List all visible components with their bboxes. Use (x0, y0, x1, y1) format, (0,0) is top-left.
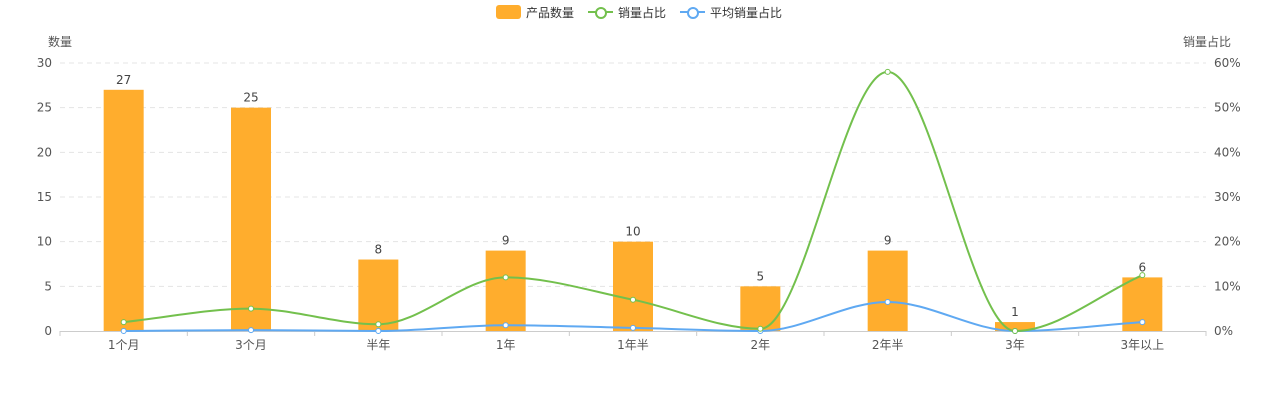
series-point-avg-sales-share (630, 324, 636, 331)
series-point-avg-sales-share (1139, 319, 1146, 326)
series-line-sales-share (123, 70, 1143, 333)
bar-value-label: 6 (1139, 260, 1147, 274)
bar-value-label: 27 (116, 73, 131, 87)
x-tick-label: 半年 (366, 338, 390, 352)
series-point-sales-share (248, 305, 254, 312)
bar-value-label: 10 (625, 225, 640, 239)
legend-item-sales-share[interactable]: 销量占比 (587, 4, 666, 21)
legend-item-product-count[interactable]: 产品数量 (495, 4, 574, 21)
series-point-sales-share (1139, 272, 1146, 279)
bar-value-label: 1 (1011, 305, 1019, 319)
legend-label-product-count: 产品数量 (525, 5, 574, 20)
series-point-sales-share (375, 321, 382, 328)
series-point-sales-share (502, 274, 509, 281)
chart-legend: 产品数量 销量占比 平均销量占比 (0, 3, 1278, 21)
bar-value-label: 5 (757, 269, 765, 283)
legend-swatch-product-count (495, 5, 521, 19)
series-point-avg-sales-share (375, 328, 382, 334)
legend-label-sales-share: 销量占比 (617, 5, 666, 20)
y-left-tick-label: 0 (44, 324, 52, 338)
bar (103, 89, 144, 331)
series-point-sales-share (1012, 328, 1018, 334)
series-point-sales-share (120, 319, 127, 326)
bar-value-label: 8 (375, 243, 383, 257)
y-left-axis-title: 数量 (48, 34, 72, 49)
y-left-tick-label: 15 (37, 190, 52, 204)
series-point-avg-sales-share (120, 328, 127, 334)
y-left-tick-label: 25 (37, 101, 52, 115)
series-point-sales-share (757, 325, 764, 332)
x-tick-label: 1个月 (108, 338, 140, 352)
legend-label-avg-sales-share: 平均销量占比 (710, 5, 783, 20)
y-right-tick-label: 20% (1214, 235, 1241, 249)
x-tick-label: 3年 (1005, 338, 1025, 352)
legend-swatch-sales-share (587, 5, 613, 19)
bar-value-label: 9 (884, 234, 892, 248)
bar (613, 241, 653, 331)
legend-swatch-avg-sales-share (680, 5, 705, 19)
y-right-tick-label: 60% (1214, 56, 1241, 70)
y-right-tick-label: 0% (1214, 324, 1233, 338)
series-point-avg-sales-share (502, 322, 509, 329)
y-right-tick-label: 40% (1214, 145, 1241, 159)
series-point-sales-share (884, 68, 891, 75)
bar-value-label: 25 (243, 91, 258, 105)
bar (740, 286, 781, 331)
y-left-tick-label: 30 (37, 56, 52, 70)
x-tick-label: 3年以上 (1121, 338, 1165, 352)
x-tick-label: 1年 (496, 338, 516, 352)
y-right-axis-title: 销量占比 (1183, 34, 1231, 49)
x-tick-label: 2年 (751, 338, 771, 352)
series-point-avg-sales-share (248, 327, 254, 334)
y-left-tick-label: 10 (37, 235, 52, 249)
y-left-tick-label: 5 (44, 279, 52, 293)
y-right-tick-label: 50% (1214, 101, 1241, 115)
bar (867, 250, 908, 331)
bar (485, 250, 526, 331)
y-right-tick-label: 30% (1214, 190, 1241, 204)
bar (231, 107, 271, 332)
x-tick-label: 1年半 (617, 338, 649, 352)
bar (358, 259, 399, 331)
series-point-sales-share (630, 296, 636, 303)
series-point-avg-sales-share (884, 298, 891, 305)
legend-item-avg-sales-share[interactable]: 平均销量占比 (680, 4, 782, 21)
bar (995, 322, 1035, 331)
y-left-tick-label: 20 (37, 145, 52, 159)
x-tick-label: 3个月 (235, 338, 267, 352)
bar-value-label: 9 (502, 234, 510, 248)
x-tick-label: 2年半 (872, 338, 904, 352)
y-right-tick-label: 10% (1214, 279, 1241, 293)
